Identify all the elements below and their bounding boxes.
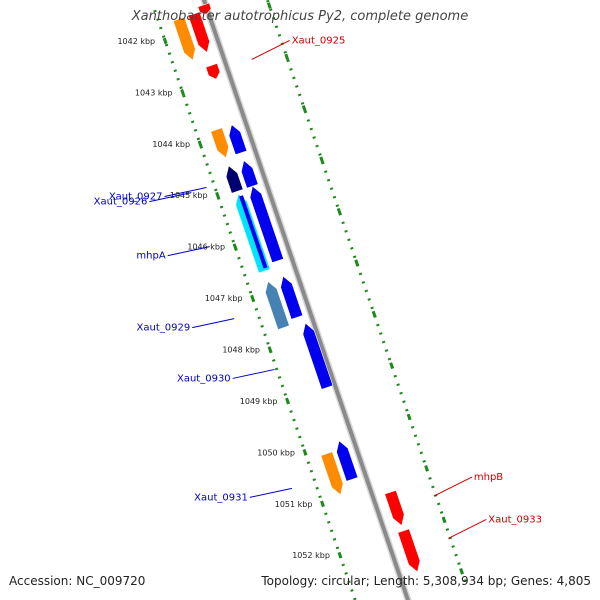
gene-arrow[interactable] [187, 11, 210, 54]
gene-arrow-shade [239, 195, 268, 269]
gene-label-leader [167, 246, 210, 257]
gene-label-leader [448, 519, 487, 539]
ruler-tick [250, 294, 255, 302]
gene-label[interactable]: Xaut_0930 [177, 373, 231, 384]
kbp-tick-label: 1051 kbp [275, 500, 313, 509]
ruler-tick [266, 2, 272, 9]
gene-label-leader [149, 192, 192, 203]
ruler-tick [459, 567, 464, 575]
gene-label-leader [192, 318, 235, 329]
gene-arrow[interactable] [384, 489, 405, 527]
ruler-tick [406, 413, 412, 421]
kbp-tick-label: 1050 kbp [257, 448, 295, 457]
gene-arrow[interactable] [265, 280, 290, 330]
ruler-tick [197, 140, 203, 148]
gene-label-leader [164, 187, 207, 198]
gene-label[interactable]: Xaut_0927 [109, 192, 163, 203]
kbp-tick-label: 1044 kbp [152, 140, 190, 149]
ruler-tick [180, 89, 186, 96]
gene-label[interactable]: Xaut_0931 [194, 492, 248, 503]
ruler-tick [320, 500, 325, 508]
gene-label-leader [232, 368, 275, 379]
gene-arrow[interactable] [225, 165, 244, 194]
ruler-tick [354, 259, 360, 267]
gene-arrow[interactable] [397, 528, 421, 573]
accession-text: Accession: NC_009720 [9, 574, 146, 588]
gene-label[interactable]: Xaut_0933 [488, 514, 542, 525]
ruler-tick [302, 449, 308, 456]
ruler-left-line [153, 9, 357, 600]
gene-arrow[interactable] [205, 63, 221, 80]
ruler-tick [441, 516, 447, 524]
ruler-tick [285, 397, 290, 405]
backbone-line [201, 0, 411, 600]
gene-label-leader [433, 476, 473, 497]
gene-arrow[interactable] [197, 2, 212, 15]
gene-label[interactable]: Xaut_0929 [137, 323, 191, 334]
kbp-tick-label: 1052 kbp [292, 551, 330, 560]
gene-label-leader [249, 487, 292, 498]
ruler-tick [232, 243, 238, 250]
ruler-tick [162, 37, 168, 45]
kbp-tick-label: 1047 kbp [205, 294, 243, 303]
gene-arrow[interactable] [240, 159, 259, 189]
map-title: Xanthobacter autotrophicus Py2, complete… [131, 9, 469, 24]
ruler-tick [336, 207, 342, 215]
ruler-tick [301, 105, 307, 112]
ruler-tick [215, 191, 220, 199]
ruler-tick [319, 156, 325, 164]
gene-label[interactable]: mhpB [474, 472, 503, 483]
gene-arrow[interactable] [336, 440, 359, 482]
gene-label-leader [251, 39, 290, 60]
ruler-tick [267, 346, 273, 353]
gene-arrow[interactable] [210, 127, 229, 159]
gene-arrow[interactable] [280, 275, 304, 320]
gene-arrow[interactable] [249, 185, 284, 264]
ruler-tick [424, 465, 429, 472]
gene-label[interactable]: Xaut_0926 [94, 197, 148, 208]
gene-label[interactable]: Xaut_0925 [292, 35, 346, 46]
kbp-tick-label: 1042 kbp [117, 37, 155, 46]
ruler-tick [337, 551, 343, 559]
kbp-tick-label: 1045 kbp [170, 191, 208, 200]
gene-label[interactable]: mhpA [136, 251, 165, 262]
gene-arrow[interactable] [320, 451, 344, 496]
gene-arrow[interactable] [302, 322, 334, 390]
kbp-tick-label: 1043 kbp [135, 88, 173, 97]
ruler-tick [389, 362, 395, 369]
ruler-tick [371, 310, 377, 318]
topology-text: Topology: circular; Length: 5,308,934 bp… [261, 574, 591, 588]
kbp-tick-label: 1048 kbp [222, 346, 260, 355]
gene-arrow[interactable] [172, 16, 196, 61]
gene-arrow[interactable] [228, 123, 248, 156]
ruler-tick [284, 53, 290, 61]
kbp-tick-label: 1049 kbp [240, 397, 278, 406]
